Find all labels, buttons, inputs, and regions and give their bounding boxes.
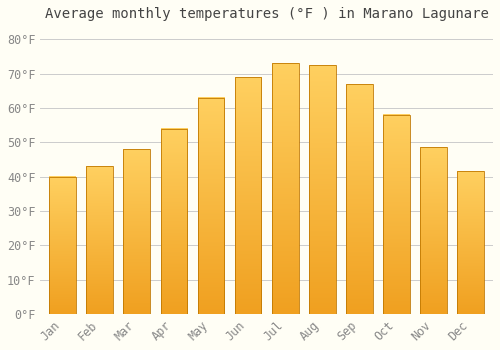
Bar bbox=[49, 177, 76, 314]
Bar bbox=[272, 63, 298, 314]
Bar bbox=[124, 149, 150, 314]
Bar bbox=[309, 65, 336, 314]
Bar bbox=[160, 128, 188, 314]
Bar bbox=[458, 172, 484, 314]
Bar bbox=[86, 166, 113, 314]
Title: Average monthly temperatures (°F ) in Marano Lagunare: Average monthly temperatures (°F ) in Ma… bbox=[44, 7, 488, 21]
Bar bbox=[383, 115, 410, 314]
Bar bbox=[235, 77, 262, 314]
Bar bbox=[346, 84, 373, 314]
Bar bbox=[420, 147, 447, 314]
Bar bbox=[198, 98, 224, 314]
